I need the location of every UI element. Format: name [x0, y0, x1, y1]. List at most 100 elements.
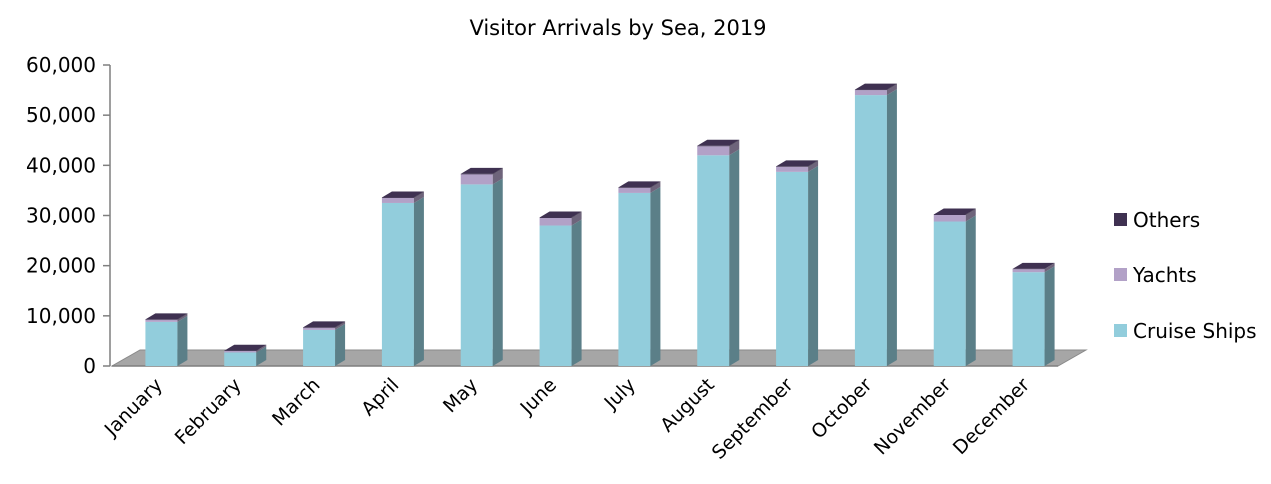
- bar-top: [381, 191, 424, 198]
- chart-title: Visitor Arrivals by Sea, 2019: [469, 16, 766, 40]
- bar-segment-cruise-ships: [224, 346, 267, 366]
- bar-front: [618, 192, 651, 366]
- bar-top: [224, 344, 267, 351]
- bar-side: [650, 186, 661, 366]
- bar-side: [729, 139, 740, 147]
- bar-side: [492, 168, 503, 185]
- bar-front: [539, 225, 572, 366]
- bar-november: [933, 208, 976, 366]
- bar-segment-yachts: [1012, 263, 1055, 273]
- bar-front: [697, 155, 730, 366]
- legend-label: Others: [1133, 208, 1200, 232]
- bar-segment-cruise-ships: [697, 149, 740, 366]
- bar-front: [933, 214, 966, 222]
- bar-front: [460, 173, 493, 175]
- bar-front: [145, 321, 178, 366]
- x-tick-label: January: [100, 374, 167, 441]
- bar-front: [381, 197, 414, 198]
- bar-top: [933, 208, 976, 215]
- bar-june: [539, 211, 582, 366]
- bar-front: [460, 174, 493, 185]
- bar-front: [303, 329, 336, 366]
- bar-front: [697, 145, 730, 147]
- bar-february: [224, 344, 267, 366]
- bar-side: [571, 212, 582, 226]
- bar-side: [729, 149, 740, 366]
- bar-december: [1012, 262, 1055, 366]
- y-tick-label: 0: [83, 354, 96, 378]
- bar-segment-others: [303, 321, 346, 328]
- legend-label: Cruise Ships: [1133, 319, 1257, 343]
- x-tick-label: March: [268, 374, 325, 431]
- bar-side: [256, 344, 267, 353]
- bar-october: [854, 83, 897, 366]
- bar-january: [145, 313, 188, 366]
- bar-front: [618, 187, 651, 193]
- legend-item-yachts: Yachts: [1114, 263, 1197, 287]
- bar-side: [1044, 262, 1055, 270]
- bar-top: [618, 181, 661, 188]
- legend-label: Yachts: [1132, 263, 1197, 287]
- x-tick-label: February: [171, 374, 246, 449]
- legend-swatch: [1114, 268, 1127, 281]
- bar-segment-others: [697, 139, 740, 147]
- bar-segment-others: [460, 167, 503, 175]
- y-axis: 0 10,000 20,000 30,000 40,000 50,000 60,000: [26, 53, 1058, 378]
- bar-segment-cruise-ships: [303, 323, 346, 366]
- bar-front: [1012, 269, 1045, 273]
- x-tick-label: August: [656, 374, 719, 437]
- bar-top: [776, 160, 819, 167]
- bar-segment-cruise-ships: [933, 215, 976, 366]
- bar-march: [303, 321, 346, 366]
- bar-side: [1044, 263, 1055, 273]
- bar-front: [776, 166, 809, 172]
- bar-segment-yachts: [854, 84, 897, 96]
- bar-september: [776, 160, 819, 366]
- bar-front: [618, 187, 651, 188]
- bar-segment-others: [145, 313, 188, 320]
- bar-side: [965, 208, 976, 215]
- bar-side: [808, 160, 819, 167]
- y-tick-label: 40,000: [26, 153, 96, 177]
- y-tick-label: 60,000: [26, 53, 96, 77]
- bar-side: [335, 323, 346, 366]
- bar-segment-cruise-ships: [381, 196, 424, 366]
- bar-front: [933, 221, 966, 366]
- bar-side: [335, 321, 346, 330]
- bars: [145, 83, 1055, 366]
- bar-side: [650, 181, 661, 193]
- bar-side: [177, 313, 188, 322]
- bar-side: [808, 165, 819, 366]
- x-tick-label: September: [708, 374, 798, 464]
- bar-may: [460, 167, 503, 366]
- bar-side: [571, 219, 582, 366]
- legend-swatch: [1114, 213, 1127, 226]
- bar-front: [539, 218, 572, 226]
- bar-side: [886, 89, 897, 366]
- bar-front: [460, 184, 493, 366]
- y-tick-label: 20,000: [26, 254, 96, 278]
- bar-front: [933, 214, 966, 215]
- bar-side: [413, 196, 424, 366]
- bar-front: [224, 352, 257, 366]
- bar-top: [1012, 262, 1055, 269]
- bar-segment-yachts: [224, 344, 267, 353]
- bar-top: [303, 321, 346, 328]
- y-tick-label: 50,000: [26, 103, 96, 127]
- bar-segment-others: [618, 181, 661, 188]
- bar-side: [886, 83, 897, 91]
- bar-front: [697, 146, 730, 156]
- bar-segment-yachts: [618, 181, 661, 193]
- bar-front: [303, 327, 336, 330]
- bar-side: [492, 178, 503, 366]
- bar-front: [145, 319, 178, 322]
- bar-segment-others: [381, 191, 424, 198]
- bar-side: [413, 191, 424, 198]
- bar-side: [571, 211, 582, 219]
- x-tick-label: July: [600, 374, 640, 414]
- bar-side: [177, 313, 188, 320]
- bar-side: [965, 208, 976, 222]
- bar-segment-others: [1012, 262, 1055, 270]
- bar-side: [729, 140, 740, 156]
